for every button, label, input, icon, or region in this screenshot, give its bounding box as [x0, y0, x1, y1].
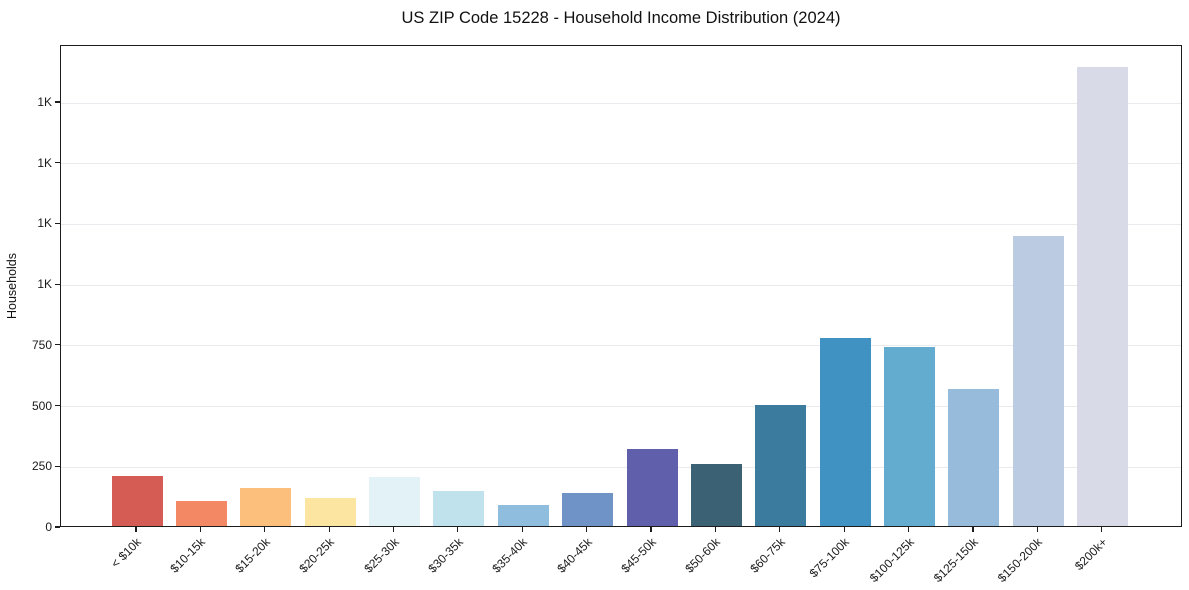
- bar-$10-15k: [175, 500, 227, 526]
- x-tick-mark: [843, 527, 845, 532]
- bar-$40-45k: [562, 493, 614, 526]
- y-tick-label: 500: [31, 398, 52, 413]
- bar-< $10k: [111, 475, 163, 526]
- gridline: [61, 466, 1181, 468]
- y-tick-label: 1K: [37, 216, 52, 231]
- y-tick-label: 0: [45, 520, 52, 534]
- y-tick-mark: [55, 283, 60, 285]
- bar-$150-200k: [1012, 235, 1064, 526]
- x-tick-mark: [328, 527, 330, 532]
- y-tick-mark: [55, 526, 60, 528]
- y-tick-label: 1K: [37, 277, 52, 292]
- plot-area: [60, 45, 1182, 527]
- y-tick-mark: [55, 465, 60, 467]
- x-tick-mark: [135, 527, 137, 532]
- bar-$45-50k: [626, 449, 678, 526]
- y-tick-mark: [55, 344, 60, 346]
- y-tick-mark: [55, 101, 60, 103]
- bar-$35-40k: [497, 505, 549, 526]
- y-tick-label: 1K: [37, 95, 52, 110]
- x-tick-mark: [521, 527, 523, 532]
- chart-title: US ZIP Code 15228 - Household Income Dis…: [401, 9, 841, 27]
- bar-$15-20k: [240, 488, 292, 526]
- y-tick-label: 750: [31, 337, 52, 352]
- gridline: [61, 102, 1181, 104]
- x-tick-mark: [392, 527, 395, 532]
- gridline: [61, 163, 1181, 165]
- x-tick-mark: [199, 527, 201, 532]
- y-tick-label: 250: [31, 459, 52, 474]
- bar-$100-125k: [884, 347, 936, 526]
- x-tick-mark: [457, 527, 459, 532]
- y-tick-label: 1K: [37, 155, 52, 170]
- bar-$30-35k: [433, 490, 485, 526]
- gridline: [61, 223, 1181, 225]
- gridline: [61, 406, 1181, 408]
- bar-$25-30k: [369, 476, 421, 526]
- gridline: [61, 345, 1181, 347]
- x-tick-mark: [972, 527, 974, 532]
- x-tick-mark: [586, 527, 588, 532]
- bar-$20-25k: [304, 497, 356, 526]
- bar-$75-100k: [819, 337, 871, 526]
- bar-$60-75k: [755, 405, 807, 526]
- bar-$50-60k: [690, 464, 742, 526]
- gridline: [61, 284, 1181, 286]
- x-tick-mark: [650, 527, 652, 532]
- x-tick-mark: [1036, 527, 1038, 532]
- y-tick-mark: [55, 404, 60, 407]
- x-tick-mark: [714, 527, 716, 532]
- y-tick-mark: [55, 162, 60, 164]
- bar-$200k+: [1077, 67, 1129, 526]
- x-tick-label: < $10k: [108, 535, 144, 571]
- y-tick-mark: [55, 222, 60, 225]
- x-tick-mark: [779, 527, 781, 532]
- x-tick-mark: [907, 527, 910, 532]
- bar-$125-150k: [948, 388, 1000, 526]
- x-tick-mark: [264, 527, 266, 532]
- x-tick-mark: [1101, 527, 1103, 532]
